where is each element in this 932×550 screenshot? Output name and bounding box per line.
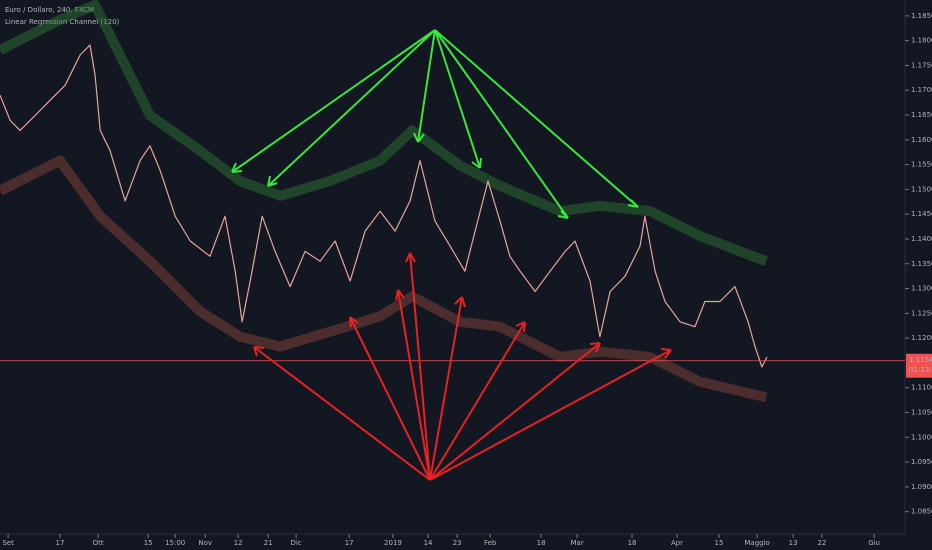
y-tick-label: 1.15000 [911,185,932,193]
y-tick-label: 1.11000 [911,384,932,392]
x-tick-label: Feb [484,539,497,547]
x-tick-label: Set [2,539,14,547]
x-tick-label: 15 [715,539,724,547]
countdown-label: 01:23:58 [909,366,932,374]
y-tick-label: 1.08500 [911,508,932,516]
y-tick-label: 1.18000 [911,37,932,45]
x-tick-label: 17 [56,539,65,547]
x-tick-label: Maggio [744,539,769,547]
green-arrows [231,29,639,219]
x-tick-label: 23 [453,539,462,547]
x-tick-label: 2019 [384,539,402,547]
y-tick-label: 1.13000 [911,285,932,293]
x-tick-label: Nov [198,539,212,547]
x-tick-label: 15:00 [165,539,185,547]
arrowhead [231,132,639,219]
y-tick-label: 1.15500 [911,161,932,169]
arrow [253,252,672,481]
series-line [0,0,768,266]
x-tick-label: 18 [628,539,637,547]
y-tick-label: 1.17500 [911,61,932,69]
y-tick-label: 1.18500 [911,12,932,20]
y-tick-label: 1.09500 [911,458,932,466]
x-tick-label: Giu [868,539,880,547]
y-tick-label: 1.16000 [911,136,932,144]
x-tick-label: Dic [290,539,301,547]
x-tick-label: Ott [93,539,104,547]
indicator-name: Linear Regression Channel (120) [5,18,120,26]
y-tick-label: 1.12000 [911,334,932,342]
last-price-box [906,353,932,378]
y-tick-label: 1.09000 [911,483,932,491]
x-tick-label: Apr [671,539,683,547]
arrow [231,29,639,219]
x-tick-label: 15 [144,539,153,547]
x-tick-label: 18 [537,539,546,547]
x-tick-label: 14 [424,539,433,547]
series-line [0,155,768,403]
y-tick-label: 1.10500 [911,409,932,417]
y-tick-label: 1.13500 [911,260,932,268]
y-tick-label: 1.12500 [911,309,932,317]
last-price-label: 1.11544 [909,356,932,364]
x-tick-label: 21 [264,539,273,547]
y-tick-label: 1.16500 [911,111,932,119]
y-tick-label: 1.14000 [911,235,932,243]
arrowhead [253,252,672,359]
x-tick-label: 22 [817,539,826,547]
y-tick-label: 1.17000 [911,86,932,94]
y-tick-label: 1.14500 [911,210,932,218]
series-line [0,44,768,368]
x-tick-label: 13 [789,539,798,547]
annotation-arrows [231,29,672,481]
x-tick-label: Mar [571,539,584,547]
x-tick-label: 12 [234,539,243,547]
chart-title: Euro / Dollaro, 240, FXCM [5,6,94,14]
red-arrows [253,252,672,481]
x-tick-label: 17 [345,539,354,547]
y-tick-label: 1.10000 [911,433,932,441]
